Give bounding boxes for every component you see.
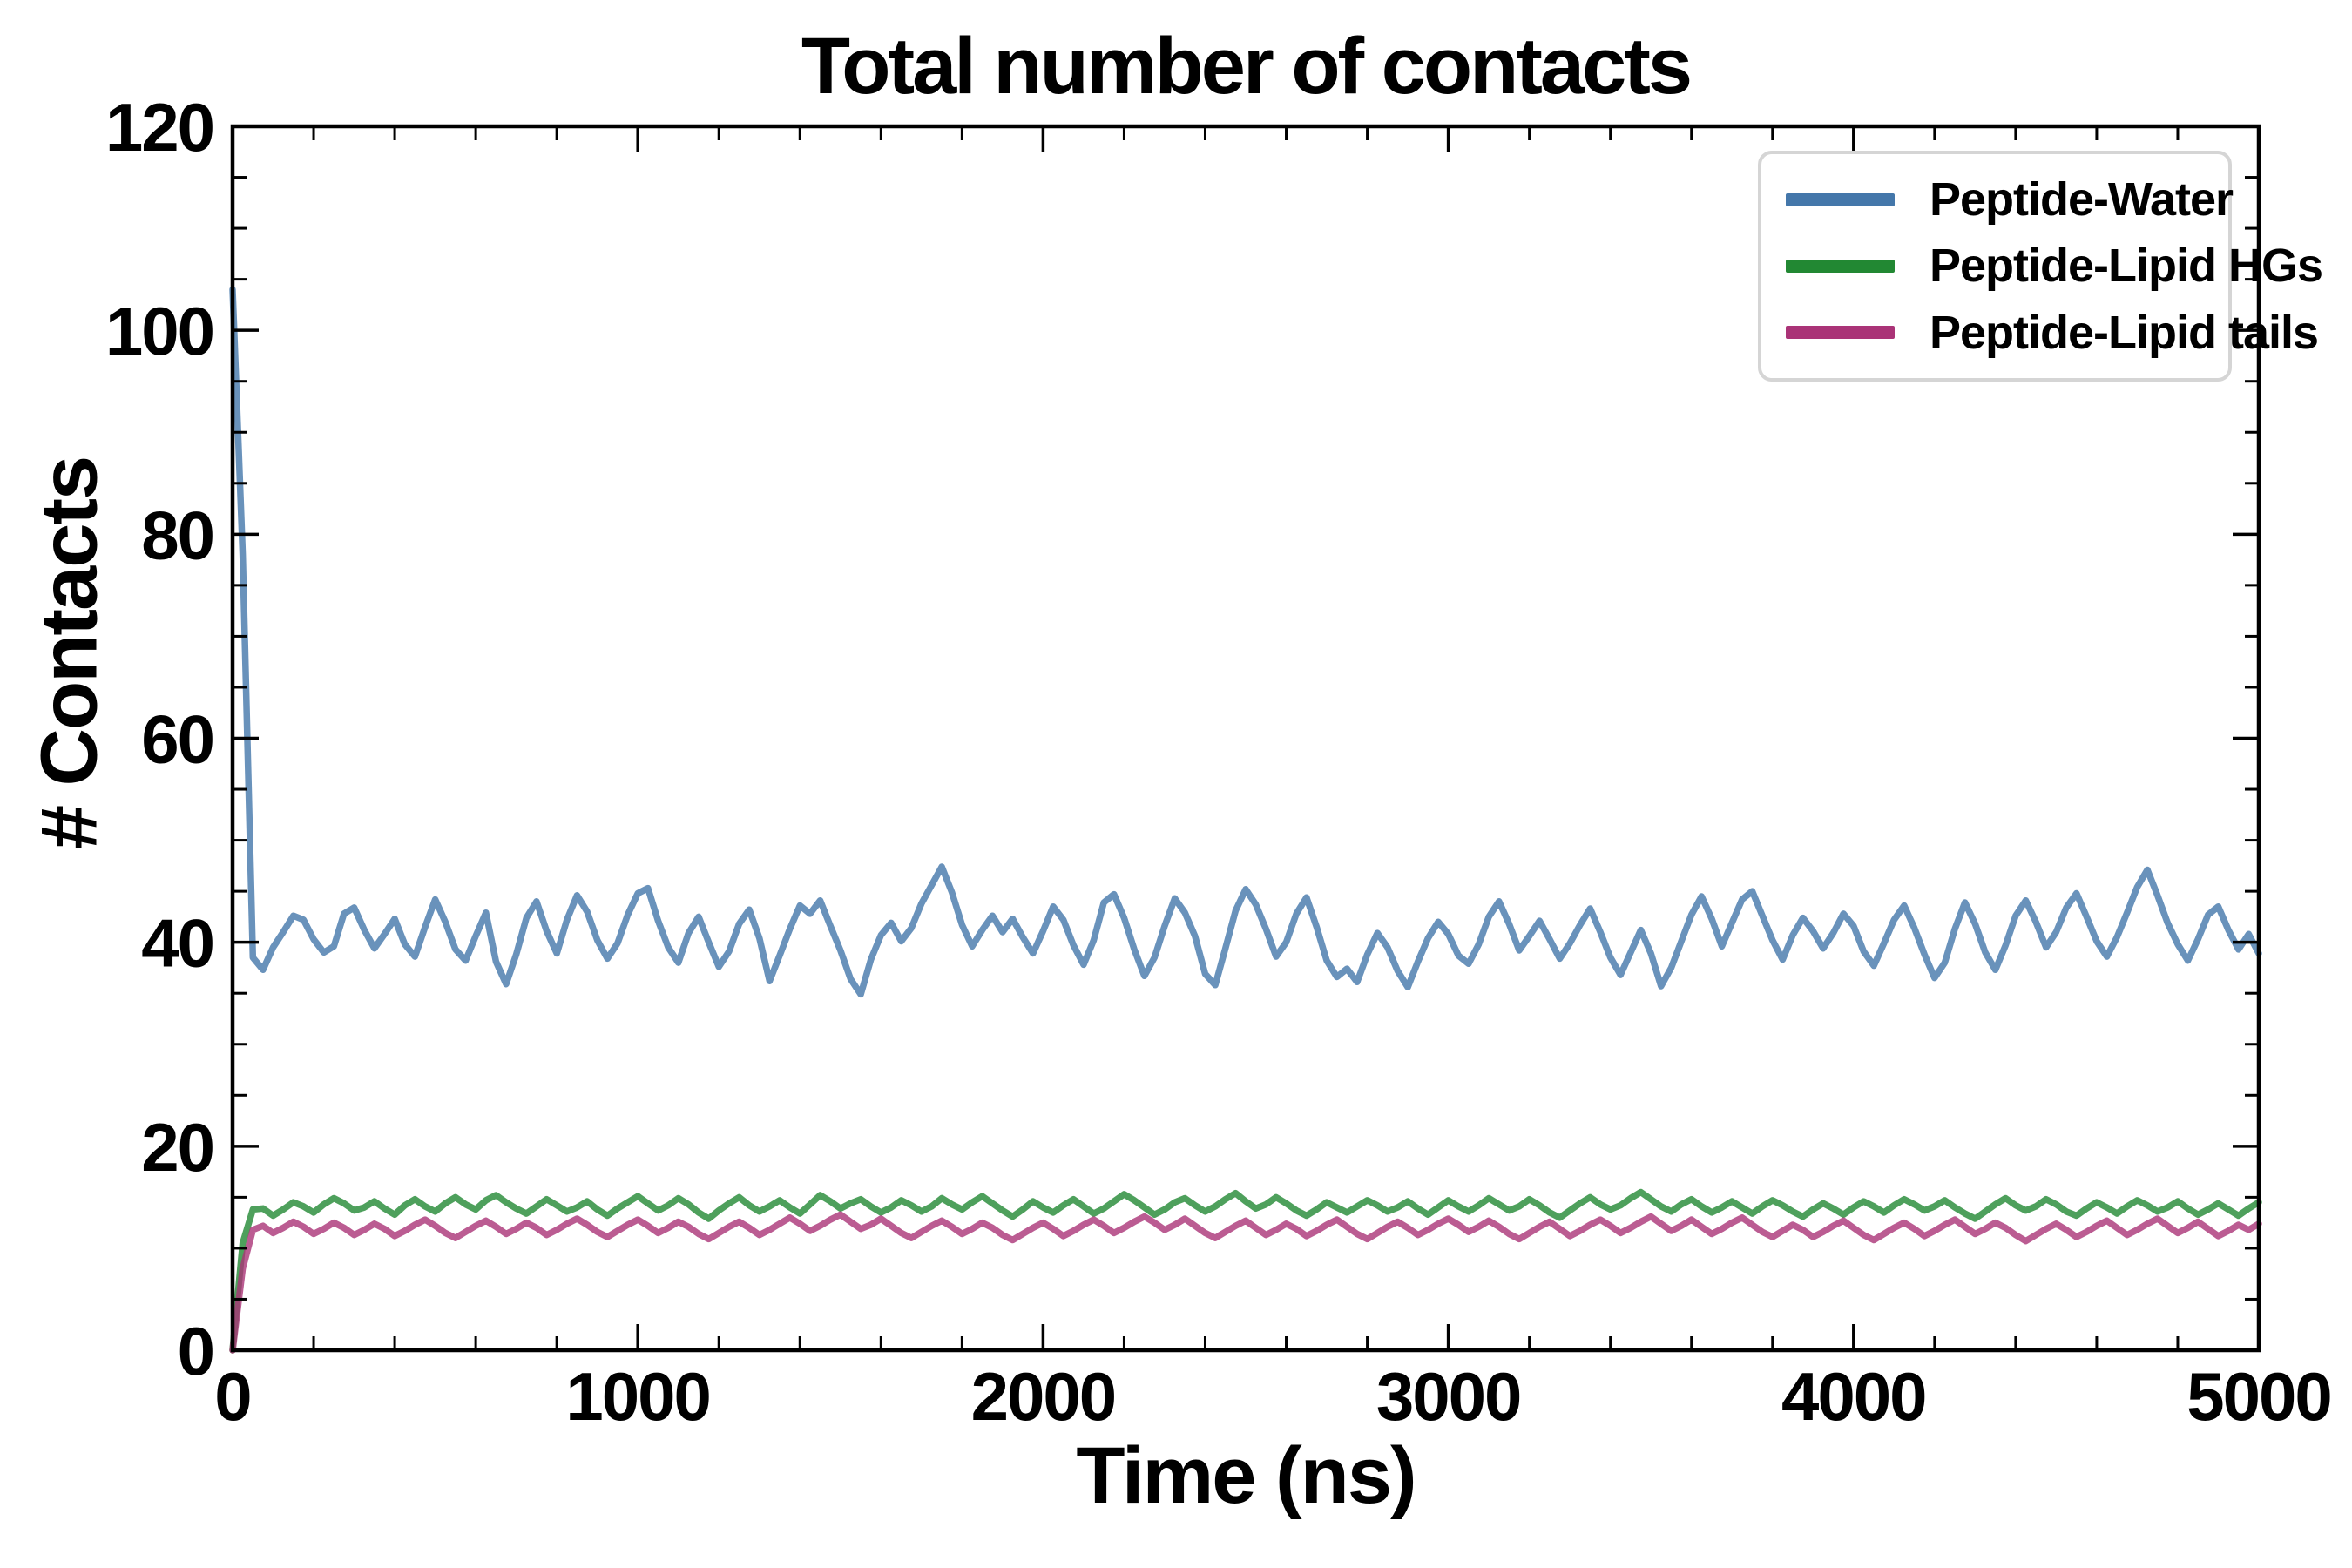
x-axis-label: Time (ns) [1076,1431,1416,1520]
y-tick-label: 100 [105,293,213,369]
axis-ticks: 0 1000 2000 3000 4000 5000 0 20 40 60 80 100 120 [105,89,2333,1435]
legend-item-peptide-water: Peptide-Water [1786,176,2234,223]
y-tick-label: 60 [141,701,213,778]
y-tick-label: 20 [141,1109,213,1186]
y-tick-label: 80 [141,497,213,573]
axis-frame [230,124,2261,1353]
legend-swatch-peptide-water [1786,193,1895,206]
legend-label-peptide-water: Peptide-Water [1930,173,2234,226]
legend-swatch-peptide-lipid-hgs [1786,259,1895,273]
legend-label-peptide-lipid-tails: Peptide-Lipid tails [1930,306,2319,359]
x-tick-label: 4000 [1781,1358,1926,1435]
legend: Peptide-Water Peptide-Lipid HGs Peptide-… [1758,151,2323,382]
series-line-peptide-water [229,286,2262,998]
series-line-peptide-lipid-hgs [229,1188,2262,1354]
y-tick-label: 120 [105,89,213,166]
series-lines [229,286,2262,1354]
legend-label-peptide-lipid-hgs: Peptide-Lipid HGs [1930,240,2323,293]
chart-title: Total number of contacts [801,22,1693,111]
x-tick-label: 3000 [1376,1358,1521,1435]
series-line-peptide-lipid-tails [229,1211,2262,1354]
y-tick-label: 40 [141,905,213,982]
x-tick-label: 1000 [565,1358,710,1435]
y-tick-label: 0 [178,1313,213,1389]
x-tick-label: 5000 [2186,1358,2331,1435]
x-tick-label: 2000 [971,1358,1116,1435]
legend-item-peptide-lipid-tails: Peptide-Lipid tails [1786,309,2319,356]
legend-swatch-peptide-lipid-tails [1786,326,1895,340]
legend-item-peptide-lipid-hgs: Peptide-Lipid HGs [1786,242,2323,289]
x-tick-label: 0 [214,1358,250,1435]
